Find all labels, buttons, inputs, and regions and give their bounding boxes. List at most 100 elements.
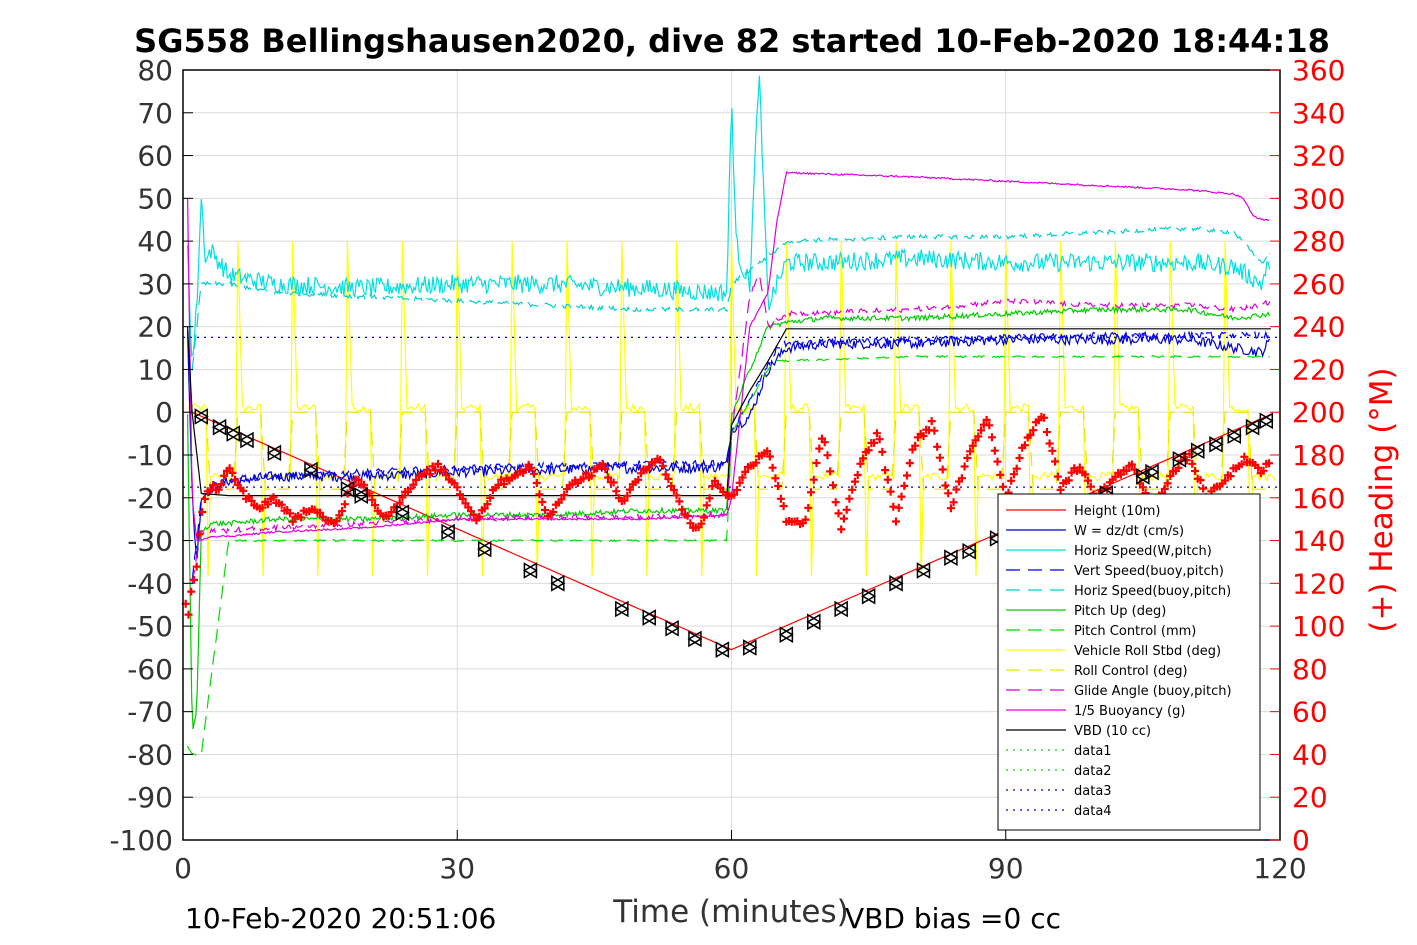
heading-point — [1122, 466, 1131, 475]
y-tick-label: -40 — [127, 567, 173, 600]
heading-point — [900, 481, 909, 490]
x-tick-label: 60 — [714, 852, 750, 885]
heading-point — [1084, 476, 1092, 485]
heading-point — [340, 500, 349, 509]
footer-vbd-bias: VBD bias =0 cc — [845, 902, 1061, 935]
y2-tick-label: 0 — [1292, 824, 1310, 857]
y-tick-label: 20 — [137, 311, 173, 344]
heading-point — [1166, 472, 1175, 480]
height-marker — [1144, 463, 1160, 481]
height-marker — [664, 619, 680, 637]
height-marker — [266, 444, 282, 462]
y2-tick-label: 220 — [1292, 353, 1345, 386]
height-marker — [212, 418, 228, 436]
heading-point — [497, 475, 506, 484]
heading-point — [735, 478, 744, 487]
heading-point — [190, 575, 198, 584]
heading-point — [1015, 454, 1024, 462]
roll-layer — [187, 241, 1276, 577]
y2-tick-label: 100 — [1292, 610, 1345, 643]
heading-point — [1226, 472, 1235, 481]
heading-point — [620, 496, 629, 505]
heading-point — [905, 459, 914, 468]
height-marker — [1135, 468, 1151, 485]
left-axis: 80 70 60 50 40 30 20 10 0 -10 -20 -30 -40 -50 -60 -70 -8… — [109, 54, 193, 857]
heading-point — [1127, 460, 1136, 469]
heading-point — [398, 493, 407, 502]
heading-point — [935, 453, 944, 462]
heading-point — [842, 505, 851, 514]
heading-point — [678, 505, 687, 514]
heading-point — [763, 447, 772, 456]
legend-label: Glide Angle (buoy,pitch) — [1074, 684, 1232, 699]
heading-point — [996, 470, 1005, 479]
heading-point — [535, 490, 544, 499]
x-axis: 0 30 60 90 120 — [174, 830, 1307, 885]
series-buoy — [187, 170, 1270, 543]
height-marker — [440, 523, 456, 541]
heading-point — [804, 503, 813, 512]
heading-point — [360, 480, 368, 489]
legend-label: data2 — [1074, 764, 1112, 779]
y-tick-label: 30 — [137, 268, 173, 301]
y-tick-label: 10 — [137, 353, 173, 386]
heading-point — [637, 469, 645, 478]
height-marker — [225, 425, 241, 442]
chart-title: SG558 Bellingshausen2020, dive 82 starte… — [134, 22, 1330, 60]
height-marker — [239, 431, 255, 449]
heading-point — [826, 467, 835, 476]
heading-point — [198, 508, 207, 516]
heading-point — [1237, 460, 1246, 469]
heading-point — [184, 610, 193, 619]
heading-point — [395, 498, 404, 507]
height-marker — [550, 575, 566, 592]
height-marker — [861, 587, 877, 605]
heading-point — [1029, 426, 1038, 435]
heading-point — [1056, 485, 1065, 494]
heading-point — [944, 489, 953, 498]
heading-point — [195, 530, 204, 539]
height-marker — [687, 630, 703, 648]
height-marker — [943, 549, 959, 566]
heading-point — [952, 485, 961, 494]
heading-point — [853, 471, 862, 479]
y2-tick-label: 360 — [1292, 54, 1345, 87]
heading-point — [669, 486, 678, 494]
heading-point — [239, 486, 248, 495]
series-roll-control — [187, 411, 1276, 490]
heading-point — [486, 493, 495, 502]
heading-point — [1265, 459, 1273, 468]
heading-point — [209, 481, 218, 489]
y-tick-label: 0 — [155, 396, 173, 429]
heading-point — [829, 481, 837, 490]
heading-point — [1012, 464, 1021, 473]
heading-point — [1081, 470, 1090, 479]
height-markers — [193, 408, 1274, 658]
heading-point — [425, 470, 434, 478]
heading-point — [626, 485, 634, 494]
x-tick-label: 30 — [439, 852, 475, 885]
legend-label: 1/5 Buoyancy (g) — [1074, 704, 1185, 719]
heading-point — [1042, 428, 1051, 436]
y2-tick-label: 20 — [1292, 781, 1328, 814]
y-tick-label: 50 — [137, 182, 173, 215]
heading-point — [521, 465, 530, 474]
heading-point — [988, 433, 996, 442]
heading-point — [878, 447, 887, 456]
heading-point — [911, 441, 920, 450]
heading-point — [645, 463, 654, 472]
heading-point — [941, 481, 950, 490]
heading-point — [1053, 472, 1062, 481]
heading-point — [286, 509, 294, 518]
height-marker — [1258, 412, 1274, 430]
height-marker — [394, 504, 410, 522]
heading-point — [604, 473, 613, 482]
heading-point — [968, 441, 977, 450]
legend-label: VBD (10 cc) — [1074, 724, 1151, 739]
heading-point — [985, 421, 994, 430]
heading-point — [903, 471, 911, 480]
heading-point — [288, 517, 297, 526]
heading-point — [1199, 484, 1208, 493]
heading-point — [354, 475, 363, 484]
y2-tick-label: 300 — [1292, 182, 1345, 215]
